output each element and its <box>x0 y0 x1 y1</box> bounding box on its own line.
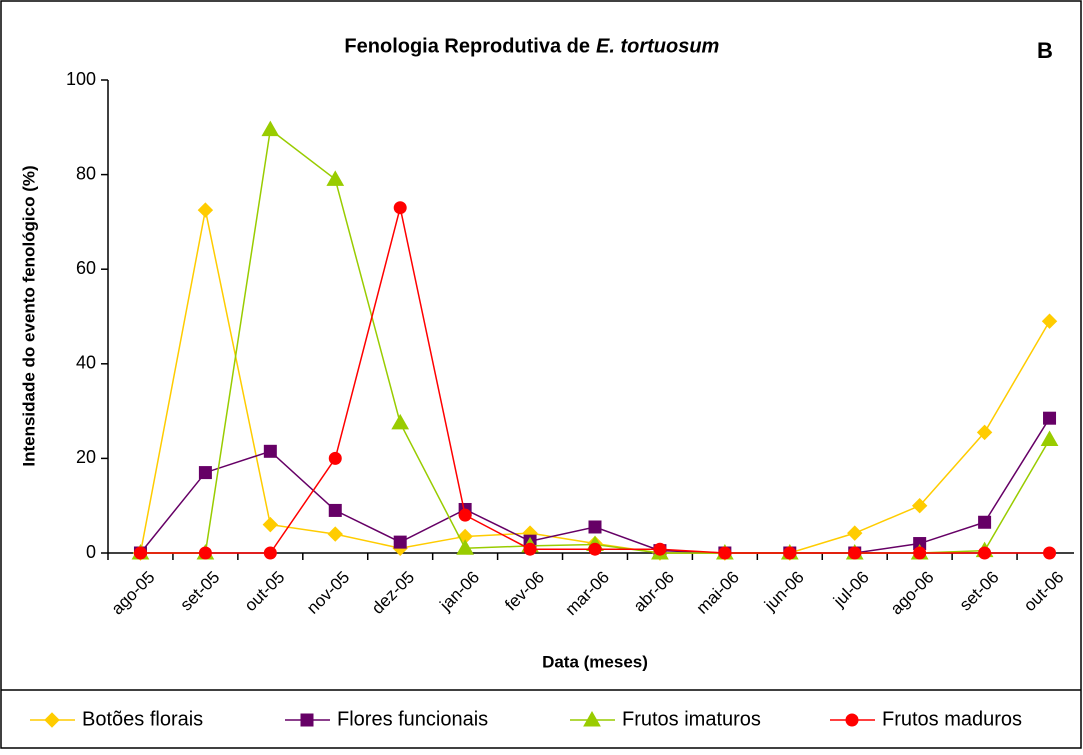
y-tick-label: 40 <box>76 353 96 373</box>
chart-title: Fenologia Reprodutiva de <box>344 35 590 57</box>
legend-marker <box>44 712 60 728</box>
data-point <box>393 535 407 549</box>
data-point <box>326 170 345 186</box>
data-point <box>1040 430 1059 446</box>
data-point <box>198 546 212 560</box>
legend-label: Flores funcionais <box>337 708 488 730</box>
data-point <box>1043 546 1057 560</box>
data-point <box>263 546 277 560</box>
data-point <box>261 120 280 137</box>
x-axis-label: Data (meses) <box>542 652 648 671</box>
data-point <box>588 542 602 556</box>
data-point <box>133 546 147 560</box>
data-point <box>391 413 410 430</box>
legend-marker <box>583 710 601 727</box>
data-point <box>1043 411 1057 425</box>
y-tick-label: 20 <box>76 447 96 467</box>
data-point <box>978 515 992 529</box>
data-point <box>653 542 667 556</box>
y-tick-label: 60 <box>76 258 96 278</box>
y-tick-label: 80 <box>76 163 96 183</box>
legend-label: Frutos imaturos <box>622 708 761 730</box>
data-point <box>588 520 602 534</box>
legend-marker <box>845 713 859 727</box>
annotation: B <box>1037 38 1053 63</box>
y-tick-label: 0 <box>86 542 96 562</box>
data-point <box>263 444 277 458</box>
data-point <box>783 546 797 560</box>
data-point <box>978 546 992 560</box>
data-point <box>328 503 342 517</box>
data-point <box>913 546 927 560</box>
legend-label: Botões florais <box>82 708 203 730</box>
legend-label: Frutos maduros <box>882 708 1022 730</box>
data-point <box>848 546 862 560</box>
data-point <box>197 202 214 218</box>
legend-marker <box>300 713 314 727</box>
chart-title-species: E. tortuosum <box>596 35 719 57</box>
data-point <box>328 451 342 465</box>
data-point <box>393 201 407 215</box>
data-point <box>718 546 732 560</box>
data-point <box>911 497 928 514</box>
y-tick-label: 100 <box>66 69 96 89</box>
data-point <box>458 508 472 522</box>
data-point <box>456 539 474 555</box>
y-axis-label: Intensidade do evento fenológico (%) <box>19 165 38 466</box>
data-point <box>847 525 863 541</box>
data-point <box>327 526 343 542</box>
data-point <box>523 542 537 556</box>
data-point <box>1041 313 1058 329</box>
data-point <box>262 516 279 533</box>
data-point <box>198 466 212 480</box>
data-point <box>976 424 993 441</box>
